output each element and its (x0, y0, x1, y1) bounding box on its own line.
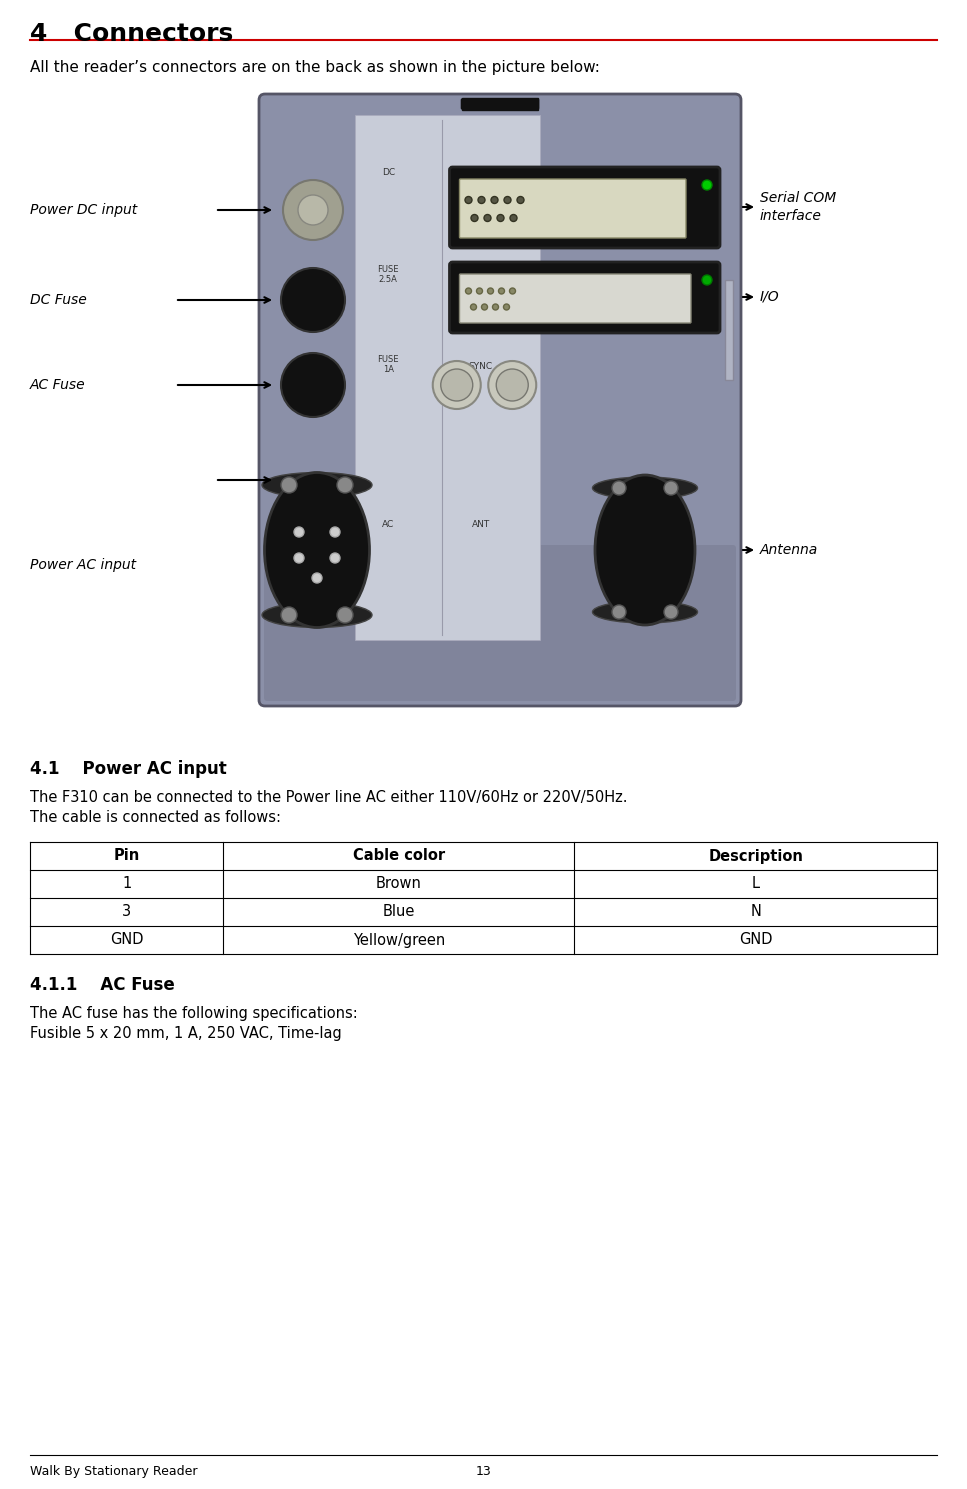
Text: 4.1.1    AC Fuse: 4.1.1 AC Fuse (30, 975, 175, 995)
Text: Pin: Pin (113, 849, 139, 864)
Text: 1: 1 (122, 877, 132, 892)
Text: ANT: ANT (472, 520, 490, 529)
FancyBboxPatch shape (450, 167, 720, 249)
Circle shape (510, 214, 517, 222)
Circle shape (504, 197, 511, 204)
Text: Cable color: Cable color (353, 849, 445, 864)
Circle shape (312, 573, 322, 584)
Text: Fusible 5 x 20 mm, 1 A, 250 VAC, Time-lag: Fusible 5 x 20 mm, 1 A, 250 VAC, Time-la… (30, 1026, 341, 1041)
Circle shape (612, 605, 626, 619)
Circle shape (283, 180, 343, 240)
Circle shape (294, 552, 304, 563)
Ellipse shape (262, 603, 372, 627)
Ellipse shape (265, 472, 369, 627)
Text: DC Fuse: DC Fuse (30, 293, 87, 307)
Text: Serial COM
interface: Serial COM interface (760, 191, 836, 223)
Circle shape (477, 287, 483, 293)
Text: The cable is connected as follows:: The cable is connected as follows: (30, 810, 281, 825)
Circle shape (465, 287, 472, 293)
Text: Power DC input: Power DC input (30, 203, 137, 217)
FancyBboxPatch shape (459, 179, 686, 238)
Text: N: N (750, 904, 761, 920)
Circle shape (281, 476, 297, 493)
Circle shape (482, 304, 487, 310)
Text: 3: 3 (122, 904, 132, 920)
Bar (725, 280, 733, 380)
Text: Antenna: Antenna (760, 543, 818, 557)
Circle shape (487, 287, 493, 293)
Ellipse shape (593, 602, 697, 622)
Text: Walk By Stationary Reader: Walk By Stationary Reader (30, 1465, 197, 1479)
Ellipse shape (593, 476, 697, 499)
Circle shape (488, 360, 537, 409)
FancyBboxPatch shape (264, 545, 736, 701)
Circle shape (471, 214, 478, 222)
Circle shape (294, 527, 304, 538)
Circle shape (499, 287, 505, 293)
Circle shape (664, 481, 678, 494)
Text: Yellow/green: Yellow/green (353, 932, 445, 947)
Text: FUSE
2.5A: FUSE 2.5A (377, 265, 399, 284)
Text: 4   Connectors: 4 Connectors (30, 22, 233, 46)
Circle shape (702, 275, 712, 284)
Circle shape (281, 608, 297, 622)
Circle shape (510, 287, 515, 293)
Text: GND: GND (110, 932, 143, 947)
Circle shape (330, 527, 340, 538)
Circle shape (433, 360, 481, 409)
Circle shape (337, 476, 353, 493)
Circle shape (517, 197, 524, 204)
Circle shape (497, 214, 504, 222)
Text: 4.1    Power AC input: 4.1 Power AC input (30, 759, 226, 777)
Circle shape (478, 197, 485, 204)
Text: COM: COM (470, 168, 491, 177)
Text: The F310 can be connected to the Power line AC either 110V/60Hz or 220V/50Hz.: The F310 can be connected to the Power l… (30, 791, 628, 806)
Circle shape (298, 195, 328, 225)
Circle shape (281, 268, 345, 332)
Circle shape (471, 304, 477, 310)
Circle shape (281, 353, 345, 417)
Circle shape (337, 608, 353, 622)
FancyBboxPatch shape (450, 262, 720, 334)
Text: All the reader’s connectors are on the back as shown in the picture below:: All the reader’s connectors are on the b… (30, 60, 600, 74)
Bar (462, 98, 538, 110)
Circle shape (504, 304, 510, 310)
Text: The AC fuse has the following specifications:: The AC fuse has the following specificat… (30, 1007, 358, 1021)
Text: AC: AC (382, 520, 395, 529)
Circle shape (465, 197, 472, 204)
Circle shape (441, 369, 473, 401)
Text: Brown: Brown (376, 877, 422, 892)
Text: DC: DC (382, 168, 395, 177)
Text: I/O: I/O (475, 265, 487, 274)
FancyBboxPatch shape (259, 94, 741, 706)
Circle shape (702, 180, 712, 191)
Circle shape (491, 197, 498, 204)
FancyBboxPatch shape (461, 98, 539, 109)
Circle shape (664, 605, 678, 619)
Circle shape (492, 304, 499, 310)
Circle shape (496, 369, 528, 401)
Text: Power AC input: Power AC input (30, 558, 136, 572)
Text: I/O: I/O (760, 290, 779, 304)
Circle shape (330, 552, 340, 563)
Text: AC Fuse: AC Fuse (30, 378, 86, 392)
Text: GND: GND (739, 932, 773, 947)
Text: L: L (751, 877, 760, 892)
Text: FUSE
1A: FUSE 1A (377, 354, 399, 374)
Circle shape (612, 481, 626, 494)
Ellipse shape (262, 472, 372, 497)
Text: Blue: Blue (383, 904, 415, 920)
Text: Description: Description (708, 849, 803, 864)
Bar (355, 115, 540, 640)
Text: SYNC: SYNC (469, 362, 493, 371)
FancyBboxPatch shape (459, 274, 691, 323)
Circle shape (484, 214, 491, 222)
Text: 13: 13 (476, 1465, 492, 1479)
Ellipse shape (595, 475, 695, 625)
